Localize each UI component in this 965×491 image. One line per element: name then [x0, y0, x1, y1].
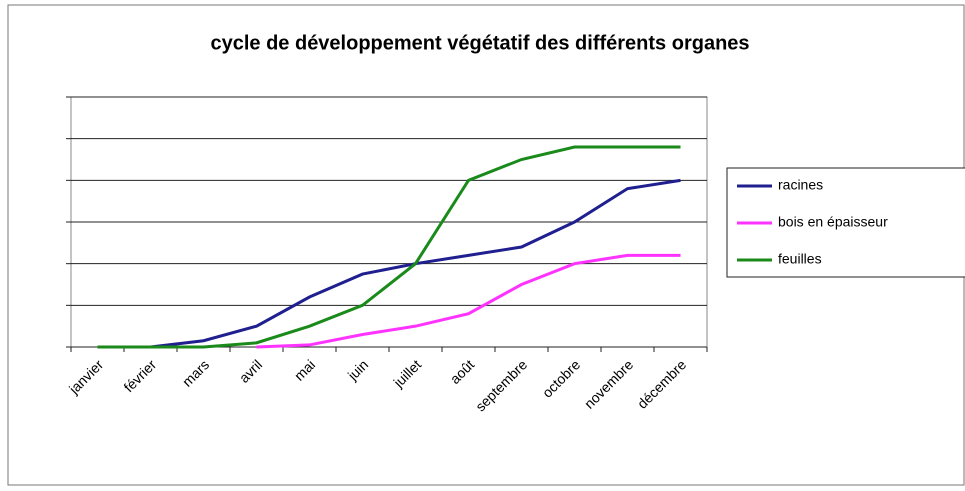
chart-title: cycle de développement végétatif des dif… — [210, 32, 749, 54]
series-line — [256, 253, 681, 349]
legend-label: feuilles — [778, 251, 822, 267]
legend-label: bois en épaisseur — [778, 214, 888, 230]
legend-label: racines — [778, 177, 823, 193]
series-line — [97, 178, 681, 349]
series-line — [97, 145, 681, 349]
